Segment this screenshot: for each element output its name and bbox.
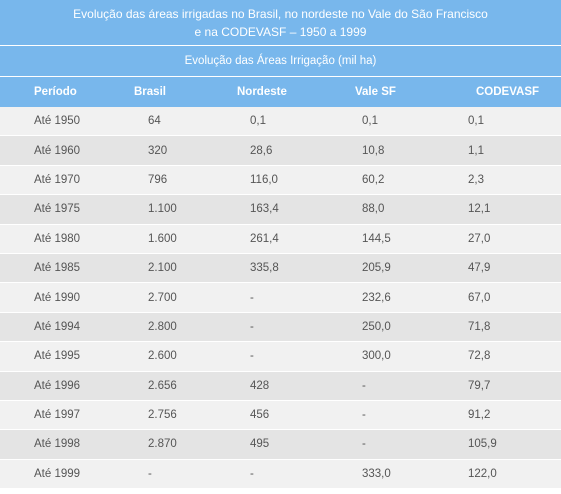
cell-periodo: Até 1975 — [0, 194, 120, 225]
cell-vale-sf: 0,1 — [330, 106, 438, 137]
cell-brasil: 796 — [120, 165, 210, 196]
cell-periodo: Até 1997 — [0, 400, 120, 431]
cell-vale-sf: 10,8 — [330, 135, 438, 166]
cell-vale-sf: - — [330, 429, 438, 460]
cell-vale-sf: 300,0 — [330, 341, 438, 372]
table-row: Até 1998 2.870 495-105,9 — [0, 429, 561, 460]
cell-periodo: Até 1985 — [0, 253, 120, 284]
table-row: Até 1999- -333,0 122,0 — [0, 459, 561, 490]
cell-vale-sf: 250,0 — [330, 312, 438, 343]
table-body: Até 1950 64 0,1 0,1 0,1 Até 1960 320 28,6 10,8 1,… — [0, 106, 561, 490]
cell-nordeste: 163,4 — [210, 194, 330, 225]
cell-nordeste: - — [210, 341, 330, 372]
cell-periodo: Até 1994 — [0, 312, 120, 343]
cell-codevasf: 79,7 — [438, 371, 561, 401]
cell-periodo: Até 1980 — [0, 224, 120, 254]
cell-codevasf: 12,1 — [438, 194, 561, 225]
cell-nordeste: 428 — [210, 371, 330, 401]
cell-vale-sf: 88,0 — [330, 194, 438, 225]
cell-nordeste: 0,1 — [210, 106, 330, 137]
cell-codevasf: 27,0 — [438, 224, 561, 254]
cell-brasil: 2.656 — [120, 371, 210, 401]
table-row: Até 1950 64 0,1 0,1 0,1 — [0, 106, 561, 137]
cell-brasil: 2.870 — [120, 429, 210, 460]
cell-periodo: Até 1998 — [0, 429, 120, 460]
cell-codevasf: 71,8 — [438, 312, 561, 343]
header-nordeste: Nordeste — [210, 76, 330, 107]
table-row: Até 1985 2.100 335,8 205,9 47,9 — [0, 253, 561, 284]
cell-brasil: 2.100 — [120, 253, 210, 284]
cell-periodo: Até 1970 — [0, 165, 120, 196]
cell-periodo: Até 1950 — [0, 106, 120, 137]
header-row: Período Brasil Nordeste Vale SF CODEVASF — [0, 76, 561, 107]
table-title-line-2: e na CODEVASF – 1950 a 1999 — [194, 25, 367, 39]
table-row: Até 1970 796 116,0 60,2 2,3 — [0, 165, 561, 196]
cell-codevasf: 122,0 — [438, 459, 561, 490]
cell-codevasf: 91,2 — [438, 400, 561, 431]
table-row: Até 1997 2.756 456-91,2 — [0, 400, 561, 431]
cell-brasil: 2.600 — [120, 341, 210, 372]
cell-nordeste: 335,8 — [210, 253, 330, 284]
cell-vale-sf: - — [330, 400, 438, 431]
cell-nordeste: 495 — [210, 429, 330, 460]
table-subtitle: Evolução das Áreas Irrigação (mil ha) — [0, 45, 561, 76]
cell-codevasf: 72,8 — [438, 341, 561, 372]
table-title: Evolução das áreas irrigadas no Brasil, … — [0, 0, 561, 45]
cell-nordeste: - — [210, 312, 330, 343]
cell-codevasf: 1,1 — [438, 135, 561, 166]
cell-nordeste: 28,6 — [210, 135, 330, 166]
table-row: Até 1994 2.800-250,0 71,8 — [0, 312, 561, 343]
cell-brasil: - — [120, 459, 210, 490]
cell-vale-sf: 144,5 — [330, 224, 438, 254]
table-row: Até 1996 2.656 428-79,7 — [0, 371, 561, 401]
header-vale-sf: Vale SF — [330, 76, 438, 107]
cell-vale-sf: 232,6 — [330, 282, 438, 313]
cell-vale-sf: 60,2 — [330, 165, 438, 196]
cell-nordeste: 456 — [210, 400, 330, 431]
cell-codevasf: 0,1 — [438, 106, 561, 137]
cell-periodo: Até 1999 — [0, 459, 120, 490]
table-row: Até 1960 320 28,6 10,8 1,1 — [0, 135, 561, 166]
table-row: Até 1995 2.600-300,0 72,8 — [0, 341, 561, 372]
cell-codevasf: 67,0 — [438, 282, 561, 313]
cell-brasil: 2.756 — [120, 400, 210, 431]
irrigation-table: Período Brasil Nordeste Vale SF CODEVASF… — [0, 76, 561, 490]
cell-brasil: 1.600 — [120, 224, 210, 254]
cell-brasil: 2.700 — [120, 282, 210, 313]
cell-periodo: Até 1996 — [0, 371, 120, 401]
cell-codevasf: 47,9 — [438, 253, 561, 284]
table-row: Até 1980 1.600 261,4 144,5 27,0 — [0, 224, 561, 254]
header-codevasf: CODEVASF — [438, 76, 561, 107]
cell-nordeste: 261,4 — [210, 224, 330, 254]
cell-brasil: 2.800 — [120, 312, 210, 343]
cell-codevasf: 105,9 — [438, 429, 561, 460]
cell-periodo: Até 1960 — [0, 135, 120, 166]
header-brasil: Brasil — [120, 76, 210, 107]
header-periodo: Período — [0, 76, 120, 107]
table-title-line-1: Evolução das áreas irrigadas no Brasil, … — [73, 7, 488, 21]
cell-vale-sf: - — [330, 371, 438, 401]
cell-nordeste: - — [210, 459, 330, 490]
cell-periodo: Até 1995 — [0, 341, 120, 372]
cell-codevasf: 2,3 — [438, 165, 561, 196]
cell-brasil: 320 — [120, 135, 210, 166]
cell-periodo: Até 1990 — [0, 282, 120, 313]
table-row: Até 1990 2.700-232,6 67,0 — [0, 282, 561, 313]
cell-vale-sf: 205,9 — [330, 253, 438, 284]
cell-nordeste: 116,0 — [210, 165, 330, 196]
cell-vale-sf: 333,0 — [330, 459, 438, 490]
cell-brasil: 64 — [120, 106, 210, 137]
table-row: Até 1975 1.100 163,4 88,0 12,1 — [0, 194, 561, 225]
cell-brasil: 1.100 — [120, 194, 210, 225]
cell-nordeste: - — [210, 282, 330, 313]
